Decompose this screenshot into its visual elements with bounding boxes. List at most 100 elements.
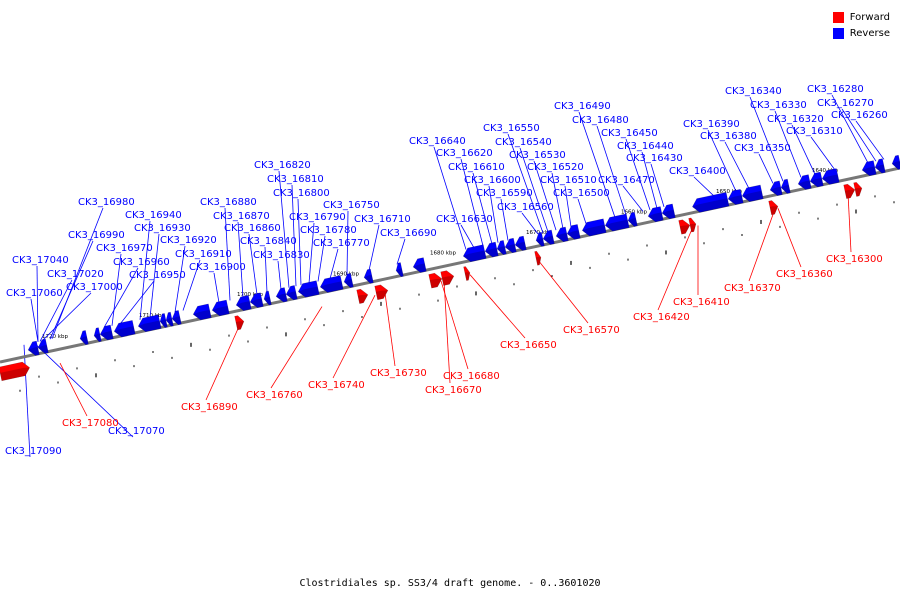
- leader-line: [748, 208, 776, 282]
- reverse-gene-label: CK3_16630: [436, 214, 493, 225]
- gene-arrow: [496, 240, 507, 255]
- leader-line: [847, 193, 852, 253]
- reverse-gene-label: CK3_16470: [598, 175, 655, 186]
- reverse-gene-label: CK3_16560: [497, 202, 554, 213]
- forward-gene-label: CK3_16890: [181, 402, 238, 413]
- leader-line: [59, 362, 88, 417]
- leader-line: [521, 212, 539, 235]
- reverse-gene-label: CK3_16780: [300, 225, 357, 236]
- reverse-gene-label: CK3_16640: [409, 136, 466, 147]
- gene-arrow: [688, 217, 697, 233]
- gene-arrow: [234, 315, 245, 331]
- forward-gene-label: CK3_16370: [724, 283, 781, 294]
- leader-line: [472, 172, 493, 245]
- leader-line: [564, 185, 572, 227]
- gene-arrow: [797, 174, 812, 190]
- reverse-gene-label: CK3_16260: [831, 110, 888, 121]
- leader-line: [41, 292, 92, 342]
- gene-arrow: [363, 268, 374, 284]
- gene-arrow: [861, 160, 877, 177]
- reverse-gene-label: CK3_16910: [175, 249, 232, 260]
- reverse-gene-label: CK3_16820: [254, 160, 311, 171]
- gene-arrow: [319, 275, 344, 293]
- forward-gene-label: CK3_16680: [443, 371, 500, 382]
- leader-line: [855, 120, 885, 160]
- leader-line: [36, 265, 39, 342]
- reverse-gene-label: CK3_16920: [160, 235, 217, 246]
- leader-line: [278, 170, 290, 288]
- reverse-gene-label: CK3_16830: [253, 250, 310, 261]
- reverse-gene-label: CK3_16530: [509, 150, 566, 161]
- leader-line: [500, 198, 509, 241]
- leader-line: [346, 210, 349, 276]
- reverse-gene-label: CK3_16350: [734, 143, 791, 154]
- reverse-gene-label: CK3_16800: [273, 188, 330, 199]
- reverse-gene-label: CK3_16940: [125, 210, 182, 221]
- gene-arrow: [374, 284, 389, 301]
- reverse-gene-label: CK3_16990: [68, 230, 125, 241]
- reverse-gene-label: CK3_17090: [5, 446, 62, 457]
- gene-arrow: [678, 219, 691, 235]
- leader-line: [297, 198, 302, 286]
- gene-arrow: [484, 241, 499, 258]
- leader-line: [724, 141, 750, 189]
- leader-line: [33, 342, 134, 438]
- leader-line: [111, 253, 122, 326]
- leader-line: [650, 163, 665, 207]
- forward-gene-label: CK3_16650: [500, 340, 557, 351]
- reverse-swatch: [832, 27, 844, 39]
- leader-line: [758, 153, 774, 184]
- leader-line: [443, 280, 451, 384]
- leader-line: [308, 222, 315, 284]
- gene-arrow: [821, 168, 840, 185]
- leader-line: [507, 133, 544, 234]
- leader-line: [533, 160, 557, 231]
- leader-line: [248, 233, 258, 295]
- leader-line: [831, 94, 869, 164]
- gene-arrow: [661, 203, 676, 220]
- reverse-gene-label: CK3_17040: [12, 255, 69, 266]
- forward-gene-label: CK3_16420: [633, 312, 690, 323]
- gene-arrow: [809, 171, 824, 188]
- position-marks: [19, 195, 895, 392]
- leader-line: [329, 248, 339, 279]
- reverse-gene-label: CK3_16340: [725, 86, 782, 97]
- label-leader-lines: [23, 94, 885, 458]
- gene-arrow: [165, 311, 174, 327]
- reverse-gene-label: CK3_16790: [289, 212, 346, 223]
- leader-line: [440, 280, 469, 370]
- leader-line: [182, 259, 201, 311]
- gene-arrow: [768, 200, 779, 216]
- gene-arrow: [692, 192, 730, 213]
- forward-gene-label: CK3_16670: [425, 385, 482, 396]
- reverse-gene-label: CK3_16900: [189, 262, 246, 273]
- reverse-gene-label: CK3_16600: [464, 175, 521, 186]
- gene-arrow: [249, 292, 264, 308]
- gene-arrow: [741, 184, 764, 202]
- leader-line: [657, 226, 694, 311]
- gene-arrow: [440, 270, 455, 286]
- leader-line: [777, 208, 802, 268]
- leader-line: [213, 272, 220, 303]
- leader-line: [396, 238, 406, 265]
- leader-line: [224, 207, 231, 301]
- reverse-gene-label: CK3_16540: [495, 137, 552, 148]
- gene-arrow: [113, 320, 136, 338]
- reverse-gene-label: CK3_16500: [553, 188, 610, 199]
- forward-gene-label: CK3_16300: [826, 254, 883, 265]
- scale-label: 1700 kbp: [237, 292, 263, 298]
- leader-line: [749, 96, 784, 182]
- reverse-gene-label: CK3_16280: [807, 84, 864, 95]
- reverse-gene-label: CK3_16520: [527, 162, 584, 173]
- reverse-gene-label: CK3_16550: [483, 123, 540, 134]
- leader-line: [51, 207, 104, 339]
- gene-arrow: [192, 303, 212, 321]
- leader-line: [264, 246, 268, 293]
- leader-line: [139, 220, 151, 320]
- leader-line: [460, 224, 475, 249]
- gene-arrow: [853, 181, 863, 197]
- leader-line: [384, 292, 396, 367]
- leader-line: [625, 138, 651, 211]
- forward-gene-label: CK3_16360: [776, 269, 833, 280]
